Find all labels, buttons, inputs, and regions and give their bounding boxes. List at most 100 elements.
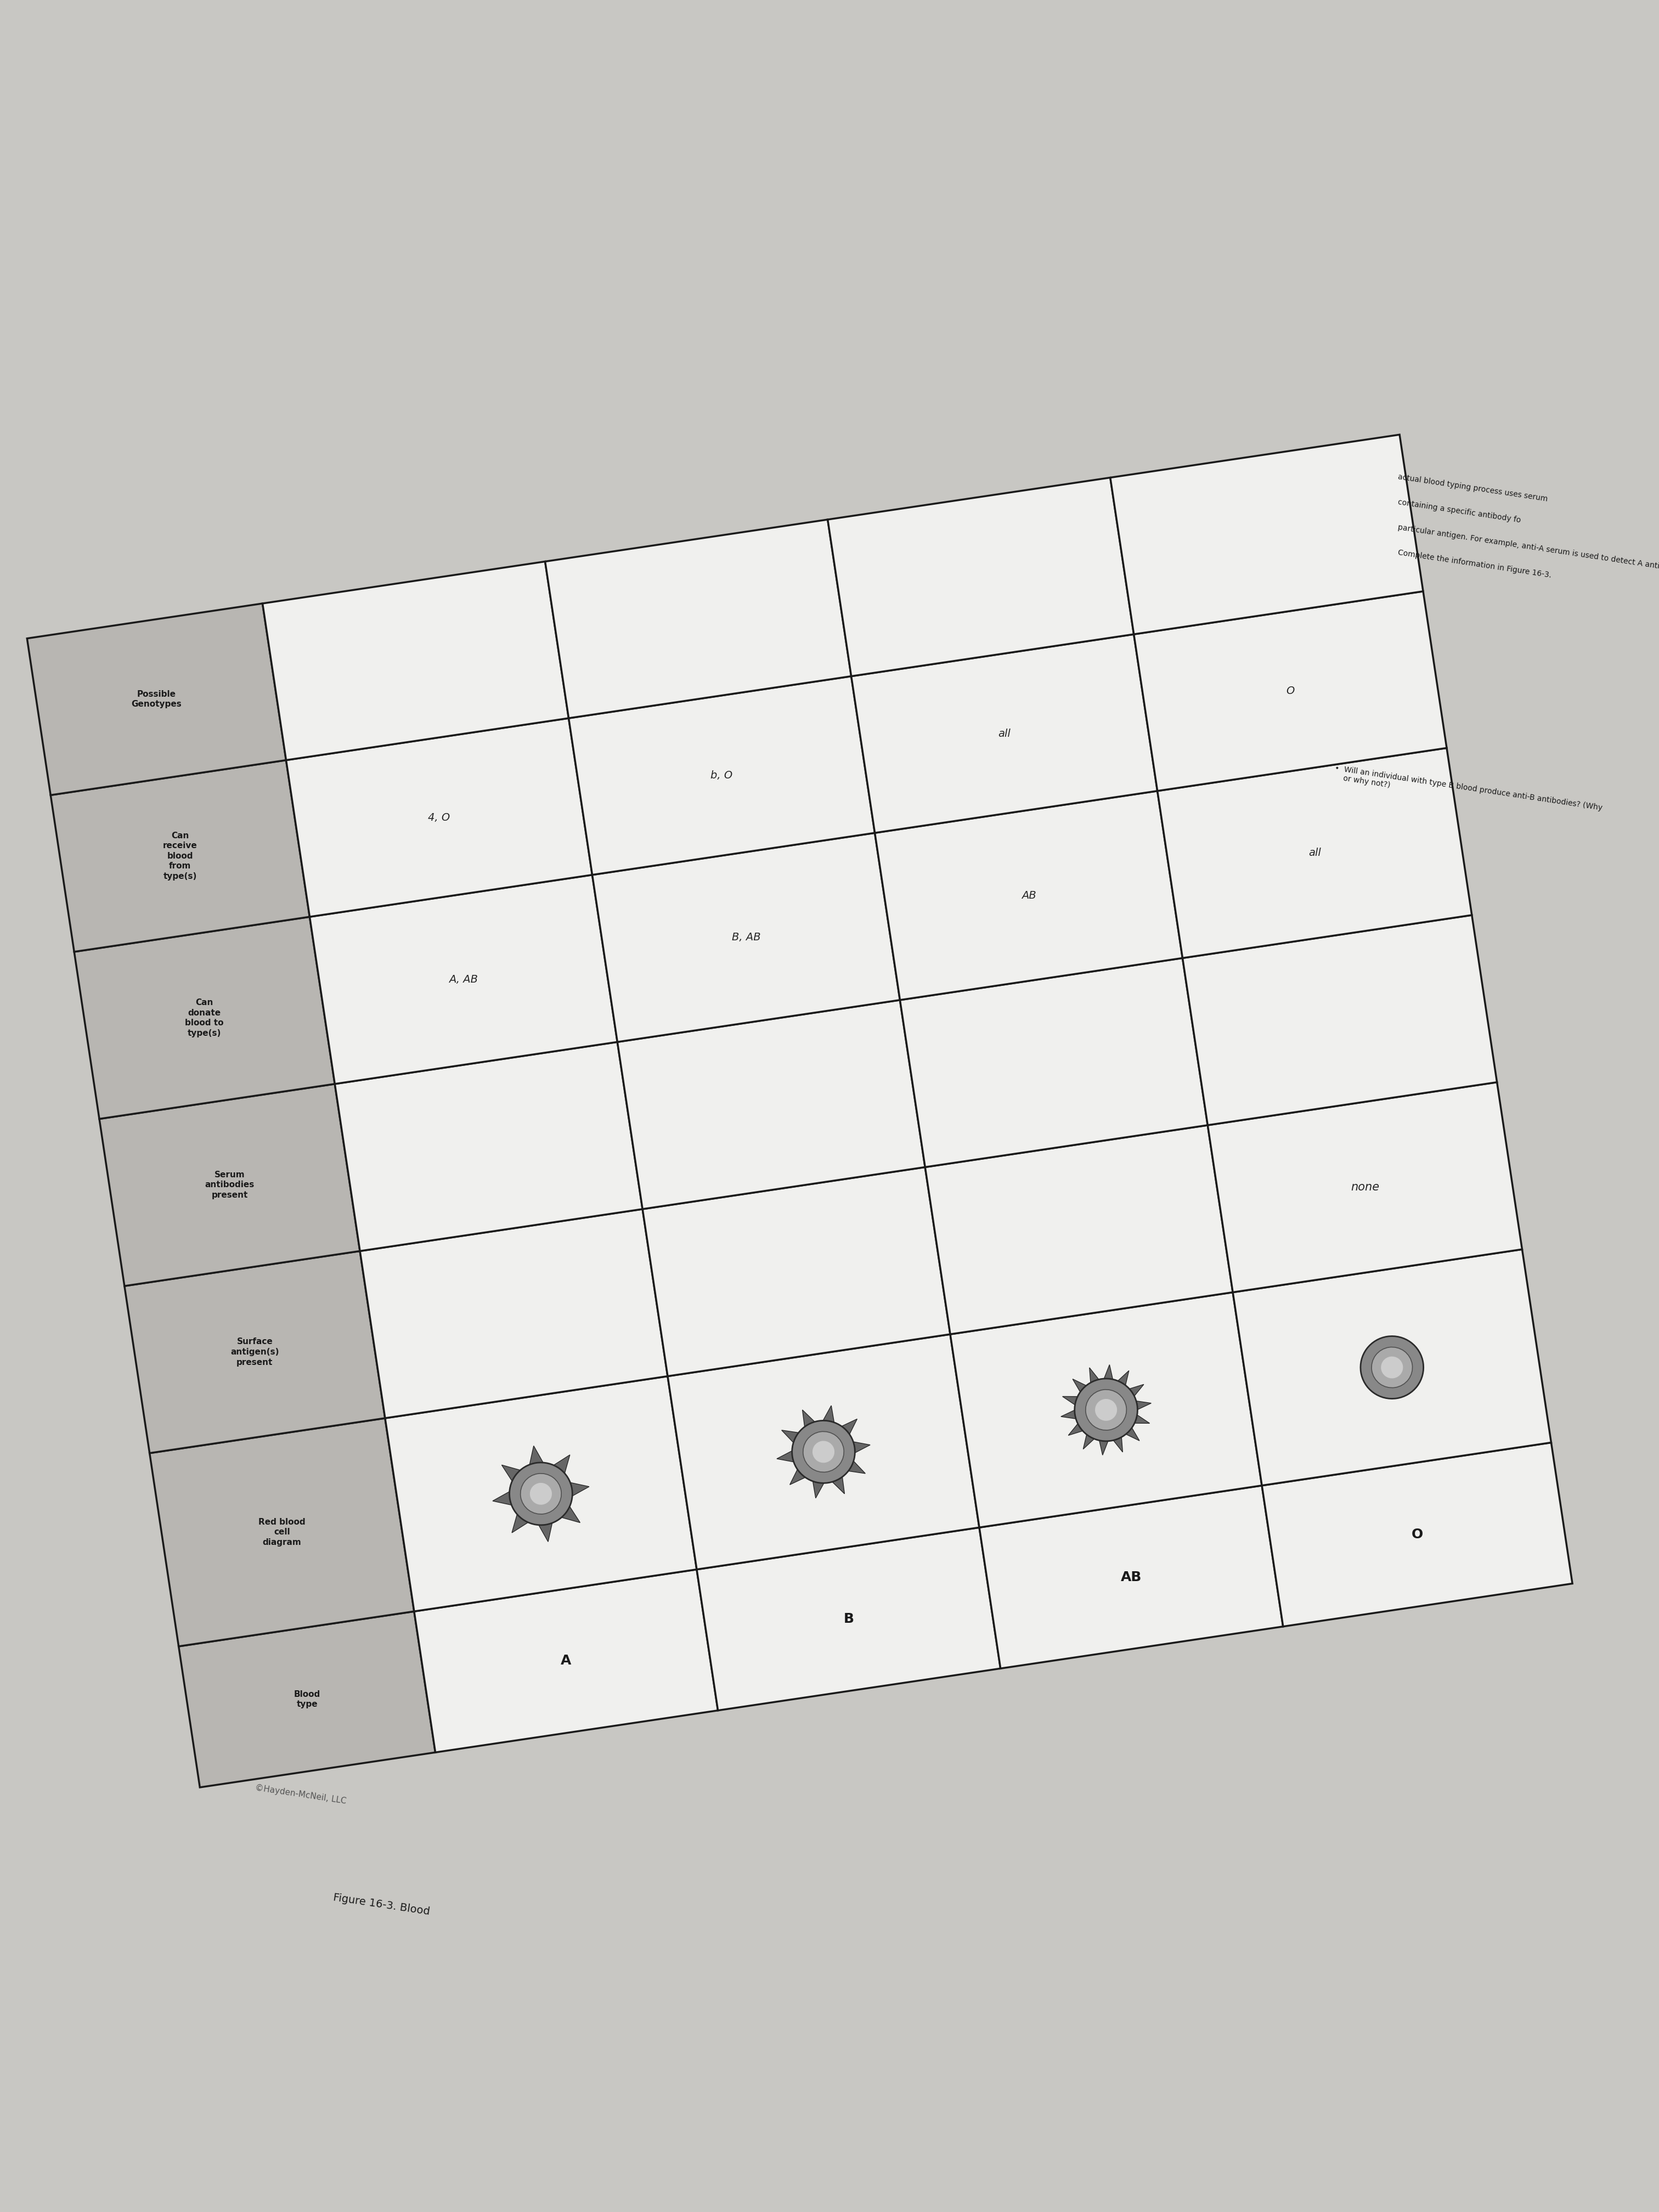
Polygon shape [1130,1385,1143,1396]
Polygon shape [493,1491,511,1504]
Bar [642,1168,951,1376]
Bar [1262,1442,1573,1626]
Bar [415,1571,718,1752]
Polygon shape [1103,1365,1113,1380]
Polygon shape [513,1515,528,1533]
Text: Figure 16-3. Blood: Figure 16-3. Blood [333,1891,431,1918]
Polygon shape [1126,1427,1140,1440]
Polygon shape [561,1506,581,1522]
Polygon shape [1113,1438,1123,1451]
Text: ©Hayden-McNeil, LLC: ©Hayden-McNeil, LLC [255,1783,347,1805]
Polygon shape [1090,1367,1098,1383]
Bar [262,562,569,761]
Text: actual blood typing process uses serum: actual blood typing process uses serum [1397,473,1548,502]
Bar [1183,916,1496,1126]
Polygon shape [853,1442,871,1453]
Bar [179,1610,435,1787]
Polygon shape [1136,1400,1151,1409]
Bar [385,1376,697,1610]
Polygon shape [1083,1433,1095,1449]
Text: Serum
antibodies
present: Serum antibodies present [204,1170,254,1199]
Bar [828,478,1133,677]
Bar [1133,591,1447,792]
Text: 4, O: 4, O [428,812,450,823]
Bar [926,1126,1233,1334]
Bar [979,1486,1282,1668]
Text: A: A [561,1655,571,1668]
Circle shape [509,1462,572,1524]
Text: O: O [1412,1528,1423,1542]
Text: AB: AB [1121,1571,1141,1584]
Circle shape [529,1482,552,1504]
Circle shape [1380,1356,1404,1378]
Bar [874,792,1183,1000]
Text: Blood
type: Blood type [294,1690,320,1708]
Polygon shape [571,1482,589,1495]
Polygon shape [1100,1440,1108,1455]
Circle shape [1075,1378,1138,1442]
Polygon shape [554,1455,571,1473]
Text: B, AB: B, AB [732,931,760,942]
Text: •  Will an individual with type B blood produce anti-B antibodies? (Why
    or w: • Will an individual with type B blood p… [1332,763,1603,821]
Polygon shape [1062,1396,1078,1405]
Bar [617,1000,926,1210]
Polygon shape [529,1447,542,1464]
Polygon shape [1060,1409,1077,1418]
Text: Can
donate
blood to
type(s): Can donate blood to type(s) [186,998,224,1037]
Polygon shape [790,1469,805,1484]
Bar [697,1528,1000,1710]
Polygon shape [803,1409,815,1427]
Bar [360,1210,667,1418]
Bar [100,1084,360,1285]
Polygon shape [1135,1416,1150,1422]
Polygon shape [539,1522,552,1542]
Text: b, O: b, O [710,770,733,781]
Circle shape [1372,1347,1412,1387]
Bar [51,761,310,951]
Circle shape [813,1440,834,1462]
Bar [310,876,617,1084]
Bar [569,677,874,876]
Polygon shape [781,1431,798,1442]
Bar [667,1334,979,1571]
Bar [1110,434,1423,635]
Bar [951,1292,1262,1528]
Bar [75,916,335,1119]
Polygon shape [1118,1371,1128,1385]
Polygon shape [848,1462,866,1473]
Text: all: all [1309,847,1321,858]
Bar [285,719,592,916]
Bar [27,604,285,794]
Polygon shape [833,1478,844,1493]
Circle shape [1085,1389,1126,1431]
Text: Can
receive
blood
from
type(s): Can receive blood from type(s) [163,832,197,880]
Bar [335,1042,642,1252]
Polygon shape [841,1418,858,1433]
Bar [1158,748,1472,958]
Text: O: O [1286,686,1294,697]
Bar [899,958,1208,1168]
Circle shape [1095,1398,1117,1420]
Polygon shape [823,1405,834,1422]
Text: A, AB: A, AB [450,973,478,984]
Bar [149,1418,415,1646]
Bar [1208,1082,1521,1292]
Circle shape [791,1420,854,1482]
Bar [124,1252,385,1453]
Text: Complete the information in Figure 16-3.: Complete the information in Figure 16-3. [1397,549,1551,580]
Circle shape [521,1473,561,1513]
Text: all: all [999,728,1010,739]
Text: containing a specific antibody fo: containing a specific antibody fo [1397,498,1521,524]
Text: Possible
Genotypes: Possible Genotypes [131,690,182,708]
Bar [592,834,899,1042]
Text: Red blood
cell
diagram: Red blood cell diagram [259,1517,305,1546]
Text: particular antigen. For example, anti-A serum is used to detect A antigens.: particular antigen. For example, anti-A … [1397,524,1659,573]
Bar [546,520,851,719]
Circle shape [1360,1336,1423,1398]
Text: B: B [843,1613,854,1626]
Polygon shape [776,1451,793,1462]
Circle shape [803,1431,844,1473]
Polygon shape [501,1464,521,1482]
Polygon shape [1068,1425,1083,1436]
Polygon shape [1073,1378,1087,1391]
